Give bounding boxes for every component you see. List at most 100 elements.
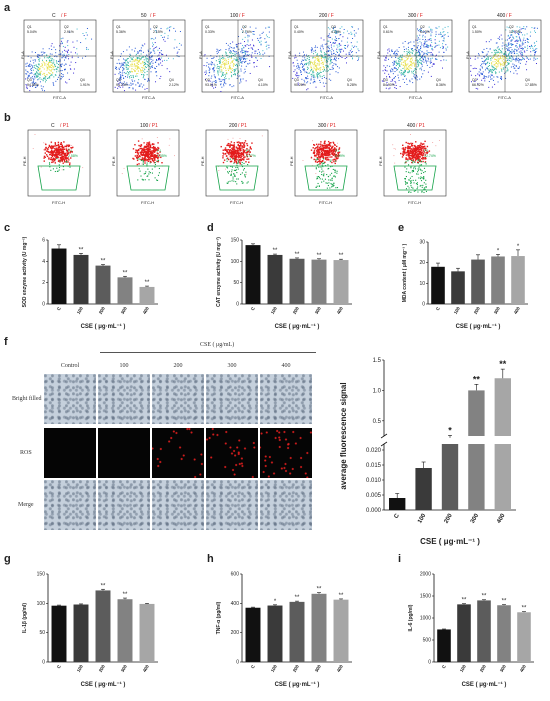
flow-dot — [153, 50, 155, 52]
flow-dot — [150, 62, 152, 64]
flow-dot — [507, 59, 509, 61]
flow-dot — [241, 49, 243, 51]
flow-dot — [320, 50, 322, 52]
flow-dot — [406, 53, 408, 55]
flow-dot — [85, 32, 87, 34]
flow-dot — [299, 70, 301, 72]
flow-dot — [247, 36, 249, 38]
flow-dot — [236, 64, 238, 66]
flow-dot — [57, 66, 59, 68]
red-dot — [225, 149, 227, 151]
flow-dot — [120, 76, 122, 78]
red-dot — [229, 149, 231, 152]
flow-dot — [156, 27, 158, 29]
flow-dot — [25, 73, 27, 75]
flow-dot — [518, 34, 520, 36]
flow-dot — [325, 56, 327, 58]
flow-dot — [517, 67, 519, 69]
flow-dot — [222, 56, 224, 58]
x-tick-label: 300 — [493, 306, 501, 315]
flow-dot — [252, 31, 254, 33]
flow-dot — [86, 27, 88, 29]
flow-dot — [399, 86, 401, 88]
flow-dot — [357, 48, 359, 50]
flow-dot — [130, 84, 132, 86]
flow-dot — [236, 45, 238, 47]
quad-name: Q1 — [205, 25, 210, 29]
flow-dot — [500, 76, 502, 78]
flow-dot — [330, 56, 332, 58]
stray-dot — [173, 155, 175, 157]
green-dot — [411, 170, 413, 172]
flow-dot — [55, 66, 57, 68]
flow-dot — [259, 42, 261, 44]
flow-dot — [245, 51, 247, 53]
flow-dot — [518, 36, 520, 38]
flow-dot — [531, 45, 533, 47]
flow-dot — [27, 55, 29, 57]
quad-name: Q4 — [80, 78, 85, 82]
flow-dot — [136, 58, 138, 60]
flow-dot — [143, 59, 145, 61]
red-dot — [46, 148, 48, 150]
flow-dot — [227, 58, 229, 60]
flow-dot — [496, 62, 498, 64]
flow-dot — [325, 64, 327, 66]
flow-dot — [41, 59, 43, 61]
flow-dot — [497, 37, 499, 39]
flow-dot — [526, 41, 528, 43]
flow-dot — [518, 59, 520, 61]
green-dot — [419, 164, 421, 166]
flow-dot — [329, 50, 331, 52]
red-dot — [328, 149, 331, 152]
flow-dot — [220, 66, 222, 68]
red-dot — [326, 145, 329, 147]
flow-dot — [311, 47, 313, 49]
flow-dot — [425, 32, 427, 34]
red-dot — [238, 155, 241, 157]
flow-dot — [66, 41, 68, 43]
flow-dot — [225, 42, 227, 44]
red-dot — [325, 152, 327, 154]
flow-dot — [507, 35, 509, 37]
flow-dot — [494, 53, 496, 55]
flow-dot — [210, 61, 212, 63]
flow-dot — [532, 50, 534, 52]
flow-dot — [478, 71, 480, 73]
flow-dot — [222, 74, 224, 76]
red-dot — [55, 149, 57, 151]
red-dot — [338, 148, 340, 150]
flow-dot — [350, 33, 352, 35]
red-dot — [420, 157, 423, 160]
red-dot — [408, 154, 410, 157]
flow-dot — [312, 75, 314, 77]
green-dot — [137, 158, 139, 160]
flow-dot — [420, 57, 422, 59]
red-dot — [338, 151, 341, 153]
red-dot — [234, 156, 236, 158]
red-dot — [63, 152, 65, 155]
flow-dot — [294, 54, 296, 56]
flow-dot — [417, 42, 419, 44]
flow-dot — [516, 73, 518, 75]
flow-dot — [511, 34, 513, 36]
flow-dot — [121, 84, 123, 86]
flow-dot — [309, 61, 311, 63]
flow-dot — [436, 58, 438, 60]
flow-dot — [245, 50, 247, 52]
red-dot — [320, 155, 323, 157]
stray-dot — [401, 148, 402, 150]
stray-dot — [302, 159, 304, 161]
flow-dot — [44, 63, 46, 65]
flow-dot — [332, 42, 334, 44]
flow-dot — [329, 68, 331, 70]
flow-dot — [407, 68, 409, 70]
flow-dot — [269, 66, 271, 68]
flow-dot — [343, 44, 345, 46]
flow-dot — [320, 51, 322, 53]
flow-dot — [317, 72, 319, 74]
flow-dot — [67, 52, 69, 54]
flow-dot — [409, 53, 411, 55]
flow-dot — [323, 52, 325, 54]
